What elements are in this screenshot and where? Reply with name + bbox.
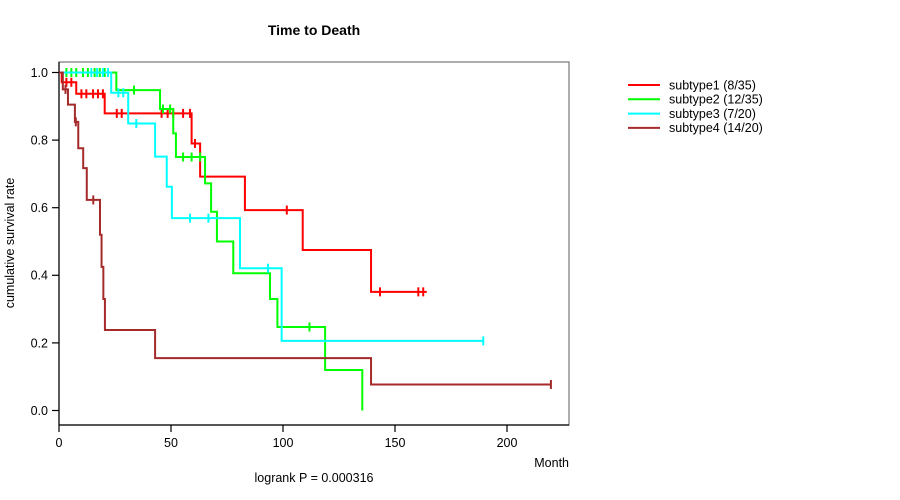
legend: subtype1 (8/35)subtype2 (12/35)subtype3 …: [628, 78, 763, 135]
x-tick-label: 150: [385, 436, 406, 450]
survival-curve-subtype2: [59, 71, 364, 411]
chart-title: Time to Death: [268, 22, 360, 38]
legend-item: subtype4 (14/20): [628, 121, 763, 135]
y-tick-label: 0.2: [31, 336, 48, 350]
x-axis-ticks: 0 50 100 150 200: [56, 425, 518, 450]
plot-box: [58, 61, 570, 426]
survival-curve-subtype3: [59, 71, 484, 342]
x-tick-label: 50: [164, 436, 178, 450]
x-tick-label: 200: [497, 436, 518, 450]
y-axis-ticks: 1.0 0.8 0.6 0.4 0.2 0.0: [31, 66, 59, 418]
y-tick-label: 0.8: [31, 134, 48, 148]
legend-item: subtype2 (12/35): [628, 93, 763, 107]
legend-label: subtype3 (7/20): [669, 107, 756, 121]
survival-curve-subtype4: [59, 71, 551, 386]
y-tick-label: 0.0: [31, 404, 48, 418]
y-axis-label: cumulative survival rate: [3, 178, 17, 309]
x-tick-label: 0: [56, 436, 63, 450]
legend-label: subtype1 (8/35): [669, 78, 756, 92]
y-tick-label: 0.6: [31, 201, 48, 215]
survival-curves: [59, 68, 552, 411]
legend-item: subtype3 (7/20): [628, 107, 756, 121]
y-tick-label: 1.0: [31, 66, 48, 80]
y-tick-label: 0.4: [31, 269, 48, 283]
legend-item: subtype1 (8/35): [628, 78, 756, 92]
x-tick-label: 100: [273, 436, 294, 450]
x-axis-label: Month: [534, 456, 569, 470]
legend-label: subtype2 (12/35): [669, 93, 763, 107]
legend-label: subtype4 (14/20): [669, 121, 763, 135]
survival-curve-subtype1: [59, 71, 427, 293]
footer-pvalue: logrank P = 0.000316: [255, 471, 374, 485]
